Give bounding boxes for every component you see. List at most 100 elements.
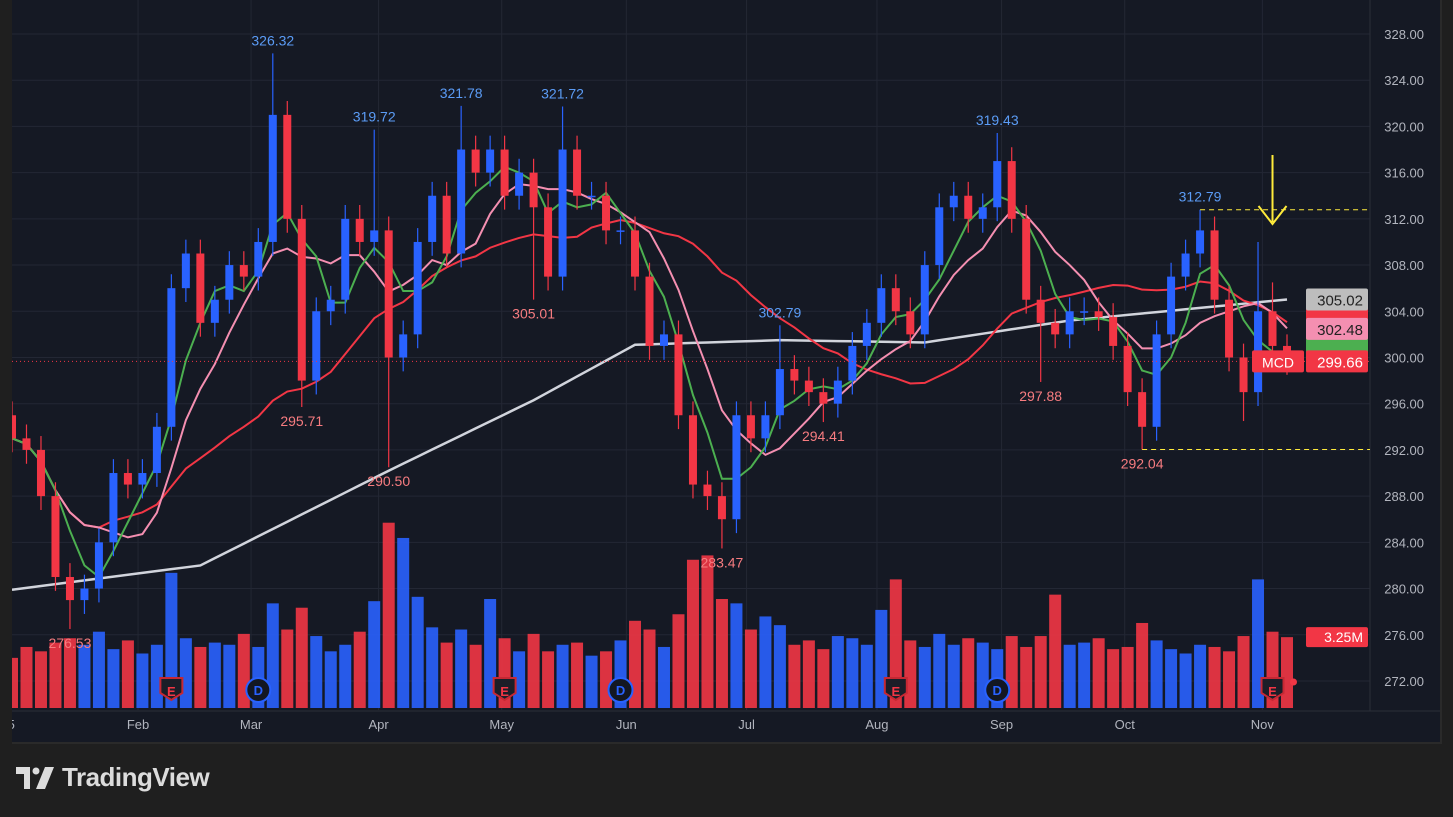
volume-bar [1252,579,1265,708]
volume-bar [889,579,902,708]
candle-body [949,195,958,208]
candle-body [181,253,190,289]
volume-bar [1237,636,1250,708]
candle-body [659,334,668,346]
y-tick-label: 320.00 [1384,119,1424,134]
y-tick-label: 328.00 [1384,27,1424,42]
x-tick-label: Mar [240,717,263,732]
candle-body [544,207,553,277]
volume-bar [817,649,830,708]
candle-body [65,576,74,601]
volume-bar [20,646,33,708]
candle-body [428,195,437,242]
volume-bar [165,572,178,708]
y-tick-label: 304.00 [1384,304,1424,319]
candle-body [123,473,132,485]
y-tick-label: 292.00 [1384,443,1424,458]
candle-body [1225,299,1234,358]
x-tick-label: Feb [127,717,149,732]
candle-body [1239,357,1248,393]
candle-body [138,473,147,485]
symbol-badge-bg [1252,350,1304,373]
low-price-label: 297.88 [1019,388,1062,404]
candle-body [94,542,103,589]
candle-body [877,288,886,323]
candle-body [1051,322,1060,335]
earnings-event-icon [1260,677,1285,702]
arrow-down-icon [1257,205,1288,226]
earnings-event-letter: E [891,684,900,699]
ma-slow-value-badge: 305.02 [1317,292,1363,309]
last-price-badge: 299.66 [1317,354,1363,371]
volume-bar [802,640,815,708]
candle-body [254,241,263,277]
low-price-label: 305.01 [512,306,555,322]
moving-average-mid-line [12,183,1288,539]
volume-bar [860,644,873,708]
volume-bar [310,636,323,708]
x-tick-label: Apr [368,717,389,732]
low-price-label: 283.47 [701,554,744,570]
volume-bar [527,633,540,708]
volume-bar [788,644,801,708]
tradingview-logo: TradingView [16,762,210,793]
candlestick-chart[interactable]: 328.00 324.00 320.00 316.00 312.00 308.00 304.… [12,0,1440,742]
candle-body [920,265,929,335]
candle-body [1080,311,1089,313]
candle-body [355,218,364,242]
volume-bar [1063,644,1076,708]
y-tick-label: 272.00 [1384,674,1424,689]
volume-bar [904,640,917,708]
volume-bar [208,642,221,708]
volume-bar [1194,644,1207,708]
candle-body [1036,299,1045,323]
volume-bar [918,646,931,708]
candle-body [761,415,770,439]
volume-bar [1034,636,1047,708]
candle-body [457,149,466,254]
volume-bar [585,655,598,708]
dividend-event-letter: D [993,683,1002,698]
candle-body [616,230,625,232]
x-tick-label: Jul [738,717,755,732]
volume-bar [281,629,294,708]
volume-bar [382,522,395,708]
candle-body [515,172,524,196]
candle-body [384,230,393,358]
volume-bar [34,651,47,708]
volume-bar [773,625,786,708]
candle-body [442,195,451,254]
volume-bar [1223,651,1236,708]
volume-bar [136,653,149,708]
candle-body [1065,311,1074,335]
volume-bar [542,651,555,708]
volume-bar [49,642,62,708]
volume-bar [194,646,207,708]
candle-body [1196,230,1205,254]
x-tick-label: Oct [1115,717,1136,732]
brand-name: TradingView [62,762,210,792]
earnings-event-letter: E [1268,684,1277,699]
volume-bar [759,616,772,708]
volume-bar [1078,642,1091,708]
candle-body [631,230,640,277]
candle-body [703,484,712,497]
chart-panel[interactable]: 328.00 324.00 320.00 316.00 312.00 308.00 304.… [12,0,1442,744]
y-tick-label: 296.00 [1384,397,1424,412]
volume-bar [831,636,844,708]
volume-bar [571,642,584,708]
x-tick-label: Jun [616,717,637,732]
x-tick-label: Nov [1251,717,1275,732]
volume-bar [469,644,482,708]
volume-bar [672,614,685,708]
candle-body [964,195,973,219]
low-price-label: 295.71 [280,413,323,429]
volume-bar [1049,594,1062,708]
volume-bar [63,638,76,708]
candle-body [36,449,45,497]
candle-body [486,149,495,173]
candle-body [1210,230,1219,300]
volume-bar [1107,649,1120,708]
volume-bar [976,642,989,708]
candle-body [1123,345,1132,393]
